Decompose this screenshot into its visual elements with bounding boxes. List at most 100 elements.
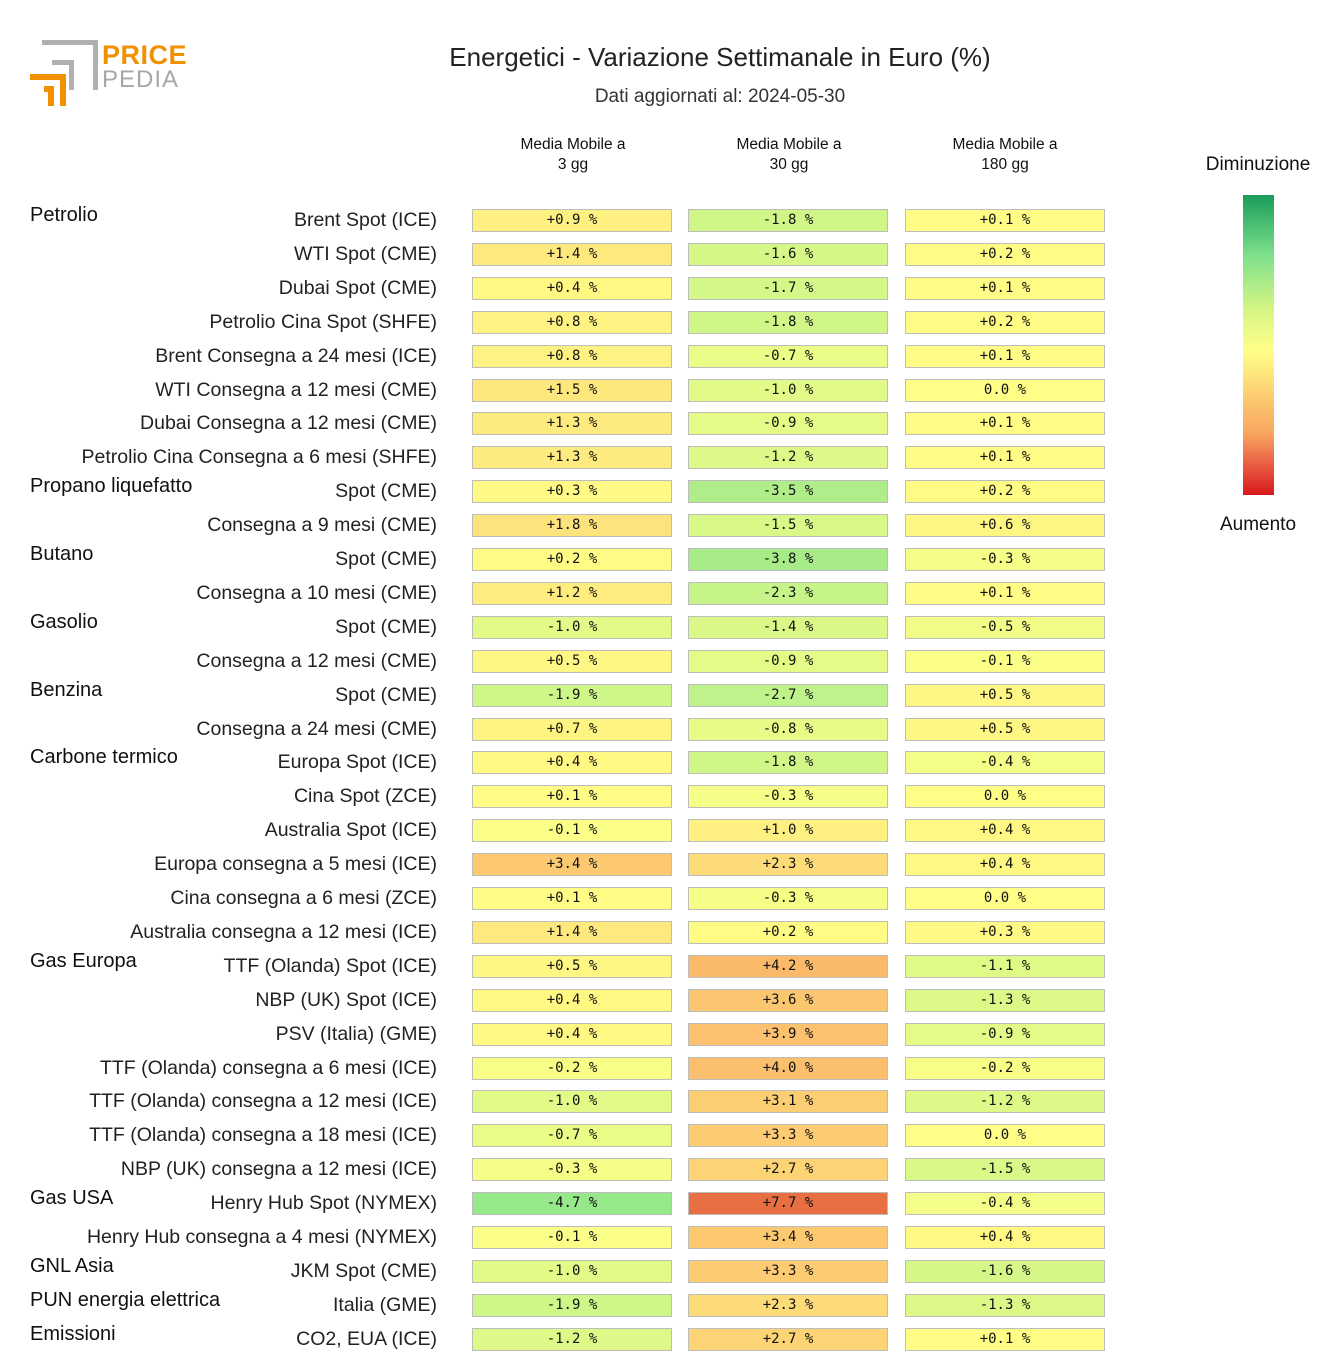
row-label: Consegna a 10 mesi (CME) [196,582,437,604]
heatmap-cell: -1.5 % [688,514,888,537]
row-label: TTF (Olanda) consegna a 6 mesi (ICE) [99,1057,437,1079]
heatmap-cell: -1.0 % [472,1260,672,1283]
heatmap-cell: +0.8 % [472,311,672,334]
heatmap-cell: -2.7 % [688,684,888,707]
row-label: JKM Spot (CME) [290,1260,437,1282]
heatmap-cell: -0.1 % [905,650,1105,673]
heatmap-cell: +0.4 % [905,1226,1105,1249]
heatmap-cell: -0.3 % [688,785,888,808]
heatmap-cell: 0.0 % [905,379,1105,402]
heatmap-cell: +0.4 % [472,751,672,774]
heatmap-cell: -1.8 % [688,209,888,232]
heatmap-cell: -1.6 % [905,1260,1105,1283]
column-header-line2: 30 gg [769,156,809,173]
heatmap-cell: -1.3 % [905,989,1105,1012]
heatmap-cell: +2.3 % [688,853,888,876]
row-label: TTF (Olanda) Spot (ICE) [223,955,437,977]
heatmap-cell: +1.0 % [688,819,888,842]
row-label: NBP (UK) Spot (ICE) [255,989,437,1011]
heatmap-cell: -0.8 % [688,718,888,741]
heatmap-cell: +0.3 % [905,921,1105,944]
group-label: GNL Asia [30,1255,114,1277]
heatmap-cell: -4.7 % [472,1192,672,1215]
row-label: Consegna a 9 mesi (CME) [207,514,437,536]
row-label: WTI Consegna a 12 mesi (CME) [155,379,437,401]
heatmap-cell: 0.0 % [905,785,1105,808]
row-label: PSV (Italia) (GME) [275,1023,437,1045]
heatmap-cell: +0.4 % [905,853,1105,876]
heatmap-cell: +0.1 % [472,887,672,910]
row-label: Italia (GME) [332,1294,437,1316]
row-label: Spot (CME) [335,684,437,706]
heatmap-cell: +0.1 % [905,446,1105,469]
row-label: Cina Spot (ZCE) [293,785,437,807]
heatmap-cell: +0.2 % [905,480,1105,503]
group-label: Carbone termico [30,746,178,768]
row-label: Spot (CME) [335,548,437,570]
row-label: Petrolio Cina Consegna a 6 mesi (SHFE) [81,446,438,468]
row-label: Henry Hub Spot (NYMEX) [210,1192,438,1214]
row-label: Consegna a 12 mesi (CME) [196,650,437,672]
heatmap-cell: -3.5 % [688,480,888,503]
heatmap-cell: -1.7 % [688,277,888,300]
column-header-line2: 3 gg [557,156,589,173]
heatmap-cell: -0.1 % [472,819,672,842]
heatmap-cell: +0.2 % [688,921,888,944]
heatmap-cell: +0.4 % [905,819,1105,842]
heatmap-cell: +1.8 % [472,514,672,537]
heatmap-cell: +3.1 % [688,1090,888,1113]
heatmap-cell: -0.4 % [905,751,1105,774]
group-label: PUN energia elettrica [30,1289,221,1311]
group-label: Gas USA [30,1187,114,1209]
group-label: Benzina [30,679,103,701]
heatmap-cell: +1.3 % [472,412,672,435]
row-label: Dubai Spot (CME) [278,277,437,299]
heatmap-cell: -1.8 % [688,311,888,334]
heatmap-cell: -1.5 % [905,1158,1105,1181]
row-label: TTF (Olanda) consegna a 18 mesi (ICE) [89,1124,437,1146]
column-header-3gg: Media Mobile a 3 gg [472,135,674,175]
heatmap-cell: +2.7 % [688,1328,888,1351]
heatmap-cell: +3.6 % [688,989,888,1012]
heatmap-cell: +0.5 % [472,955,672,978]
logo-text-price: PRICE [102,40,188,70]
row-label: Australia Spot (ICE) [264,819,437,841]
heatmap-cell: -0.2 % [905,1057,1105,1080]
heatmap-cell: +7.7 % [688,1192,888,1215]
heatmap-cell: -1.6 % [688,243,888,266]
heatmap-cell: +0.1 % [905,1328,1105,1351]
column-header-line1: Media Mobile a [952,136,1058,153]
row-label: Henry Hub consegna a 4 mesi (NYMEX) [86,1226,437,1248]
heatmap-cell: -1.1 % [905,955,1105,978]
legend-label-decrease: Diminuzione [1205,154,1311,175]
heatmap-cell: -1.9 % [472,1294,672,1317]
heatmap-cell: +1.3 % [472,446,672,469]
row-label: Europa Spot (ICE) [277,751,437,773]
heatmap-cell: +0.5 % [472,650,672,673]
column-header-180gg: Media Mobile a 180 gg [904,135,1106,175]
heatmap-cell: -0.9 % [905,1023,1105,1046]
heatmap-cell: +0.3 % [472,480,672,503]
row-label: Spot (CME) [335,616,437,638]
group-label: Gas Europa [30,950,137,972]
heatmap-cell: +3.3 % [688,1124,888,1147]
group-label: Gasolio [30,611,98,633]
group-label: Emissioni [30,1323,116,1345]
heatmap-cell: -0.4 % [905,1192,1105,1215]
heatmap-cell: +0.4 % [472,989,672,1012]
row-label: Consegna a 24 mesi (CME) [196,718,437,740]
heatmap-cell: +2.3 % [688,1294,888,1317]
group-label: Propano liquefatto [30,475,193,497]
heatmap-cell: -1.0 % [688,379,888,402]
heatmap-cell: -0.3 % [688,887,888,910]
heatmap-cell: +0.5 % [905,718,1105,741]
heatmap-cell: -3.8 % [688,548,888,571]
heatmap-cell: 0.0 % [905,887,1105,910]
heatmap-cell: +4.2 % [688,955,888,978]
column-header-line2: 180 gg [981,156,1029,173]
heatmap-cell: -0.7 % [472,1124,672,1147]
row-label: Australia consegna a 12 mesi (ICE) [130,921,437,943]
heatmap-cell: -0.7 % [688,345,888,368]
heatmap-cell: 0.0 % [905,1124,1105,1147]
row-label: Petrolio Cina Spot (SHFE) [209,311,437,333]
